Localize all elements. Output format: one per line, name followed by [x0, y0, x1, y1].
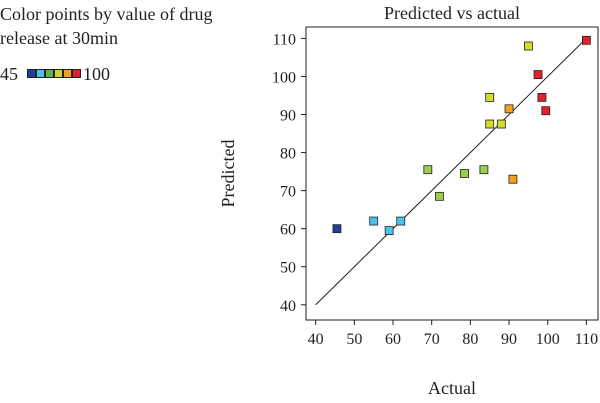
- color-scale-swatch: [63, 69, 72, 78]
- data-point: [479, 165, 489, 175]
- x-tick-label: 40: [308, 331, 324, 348]
- x-tick-label: 80: [462, 331, 478, 348]
- color-scale-swatch: [72, 69, 81, 78]
- color-scale-swatch: [54, 69, 63, 78]
- data-points: [332, 35, 591, 235]
- y-tick-label: 50: [280, 260, 296, 277]
- color-scale-swatch: [45, 69, 54, 78]
- data-point: [332, 224, 342, 234]
- color-scale-max-label: 100: [83, 64, 110, 84]
- y-axis: 40 50 60 70 80 90 100 110: [272, 31, 306, 315]
- data-point: [523, 41, 533, 51]
- data-point: [485, 92, 495, 102]
- x-tick-label: 90: [501, 331, 517, 348]
- y-axis-title: Predicted: [218, 140, 238, 208]
- color-scale-swatch: [36, 69, 45, 78]
- y-tick-label: 100: [272, 69, 296, 86]
- y-tick-label: 90: [280, 108, 296, 125]
- x-tick-label: 50: [346, 331, 362, 348]
- x-tick-label: 70: [424, 331, 440, 348]
- y-tick-label: 110: [273, 31, 296, 48]
- x-axis-title: Actual: [428, 378, 476, 398]
- data-point: [384, 226, 394, 235]
- color-legend: Color points by value of drug release at…: [0, 2, 230, 50]
- x-tick-label: 60: [385, 331, 401, 348]
- data-point: [460, 169, 469, 178]
- chart-title: Predicted vs actual: [384, 3, 520, 23]
- data-point: [423, 165, 433, 175]
- color-legend-title: Color points by value of drug release at…: [0, 4, 213, 48]
- color-scale: 45 100: [0, 62, 240, 86]
- data-point: [533, 70, 543, 79]
- data-point: [537, 92, 547, 102]
- data-point: [396, 216, 406, 226]
- y-tick-label: 70: [280, 184, 296, 201]
- color-scale-swatch: [27, 69, 36, 78]
- data-point: [435, 191, 444, 201]
- color-scale-min-label: 45: [0, 64, 18, 84]
- data-point: [485, 119, 495, 129]
- y-tick-label: 80: [280, 146, 296, 163]
- x-axis: 40 50 60 70 80 90 100 110: [308, 320, 598, 348]
- data-point: [508, 174, 518, 184]
- reference-line: [315, 38, 587, 306]
- plot-frame: [305, 26, 599, 321]
- data-point: [369, 216, 379, 226]
- y-tick-label: 40: [280, 298, 296, 315]
- data-point: [581, 35, 591, 45]
- x-tick-label: 100: [536, 331, 560, 348]
- data-point: [496, 119, 506, 129]
- data-point: [541, 106, 551, 116]
- x-tick-label: 110: [575, 331, 598, 348]
- data-point: [504, 104, 514, 114]
- y-tick-label: 60: [280, 222, 296, 239]
